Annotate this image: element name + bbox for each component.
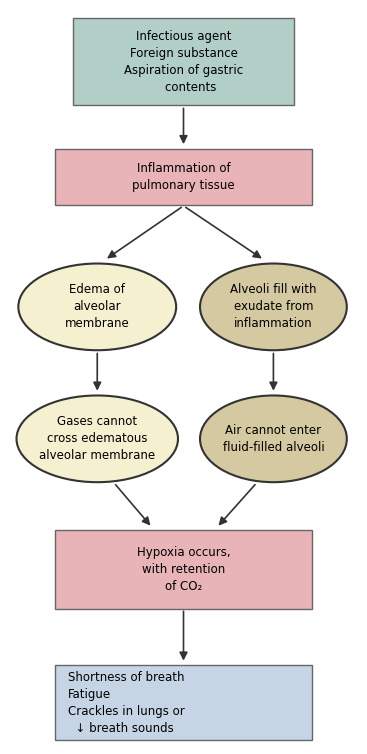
Text: Inflammation of
pulmonary tissue: Inflammation of pulmonary tissue [132, 162, 235, 192]
Text: Gases cannot
cross edematous
alveolar membrane: Gases cannot cross edematous alveolar me… [39, 415, 155, 462]
Text: Alveoli fill with
exudate from
inflammation: Alveoli fill with exudate from inflammat… [230, 284, 317, 330]
Text: Hypoxia occurs,
with retention
of CO₂: Hypoxia occurs, with retention of CO₂ [137, 546, 230, 593]
Ellipse shape [200, 264, 347, 351]
Ellipse shape [17, 395, 178, 483]
FancyBboxPatch shape [55, 529, 312, 609]
Text: Air cannot enter
fluid-filled alveoli: Air cannot enter fluid-filled alveoli [222, 424, 324, 454]
Ellipse shape [18, 264, 176, 351]
Text: Infectious agent
Foreign substance
Aspiration of gastric
    contents: Infectious agent Foreign substance Aspir… [124, 30, 243, 93]
Text: Edema of
alveolar
membrane: Edema of alveolar membrane [65, 284, 130, 330]
Text: Shortness of breath
Fatigue
Crackles in lungs or
  ↓ breath sounds: Shortness of breath Fatigue Crackles in … [68, 671, 185, 734]
FancyBboxPatch shape [73, 18, 294, 106]
Ellipse shape [200, 395, 347, 483]
FancyBboxPatch shape [55, 149, 312, 205]
FancyBboxPatch shape [55, 665, 312, 740]
